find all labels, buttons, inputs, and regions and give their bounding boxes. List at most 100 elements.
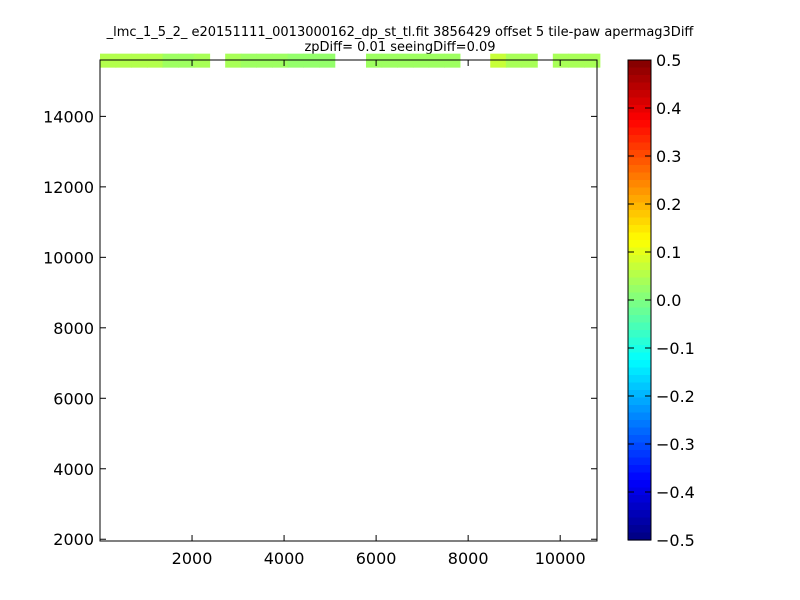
colorbar-tick-label: 0.0 (656, 291, 681, 310)
x-tick-label: 6000 (356, 549, 397, 568)
colorbar-band (628, 367, 651, 376)
colorbar-tick-label: 0.4 (656, 99, 681, 118)
y-tick-label: 4000 (53, 460, 94, 479)
colorbar-tick-label: −0.1 (656, 339, 695, 358)
heatmap-cell (272, 53, 289, 68)
heatmap-cell (505, 53, 523, 68)
colorbar-band (628, 67, 651, 76)
y-tick-label: 6000 (53, 389, 94, 408)
colorbar-band (628, 525, 651, 534)
colorbar-band (628, 210, 651, 219)
colorbar-band (628, 330, 651, 339)
x-tick-label: 2000 (172, 549, 213, 568)
colorbar-band (628, 510, 651, 519)
colorbar-band (628, 247, 651, 256)
colorbar-band (628, 187, 651, 196)
colorbar-tick-label: −0.4 (656, 483, 695, 502)
heatmap-cell (100, 53, 117, 68)
y-tick-label: 12000 (43, 178, 94, 197)
colorbar-band (628, 285, 651, 294)
colorbar-band (628, 180, 651, 189)
colorbar-band (628, 225, 651, 234)
heatmap-cell (319, 53, 336, 68)
colorbar-band (628, 322, 651, 331)
colorbar-band (628, 270, 651, 279)
heatmap-cell (521, 53, 538, 68)
colorbar-tick-label: 0.3 (656, 147, 681, 166)
colorbar-tick-label: −0.2 (656, 387, 695, 406)
x-tick-label: 4000 (264, 549, 305, 568)
colorbar-band (628, 360, 651, 369)
colorbar-band (628, 60, 651, 69)
colorbar-band (628, 90, 651, 99)
colorbar-band (628, 142, 651, 151)
colorbar-band (628, 352, 651, 361)
colorbar-band (628, 307, 651, 316)
colorbar-band (628, 120, 651, 129)
heatmap-cell (381, 53, 398, 68)
colorbar: 0.5 0.4 0.3 0.2 0.1 0.0 −0.1 −0.2 −0.3 −0.4 −0.5 (627, 51, 695, 550)
heatmap-cell (303, 53, 320, 68)
colorbar-band (628, 202, 651, 211)
colorbar-tick-label: 0.1 (656, 243, 681, 262)
colorbar-band (628, 150, 651, 159)
colorbar-band (628, 450, 651, 459)
heatmap-cell (162, 53, 179, 68)
colorbar-band (628, 487, 651, 496)
colorbar-band (628, 105, 651, 114)
colorbar-band (628, 517, 651, 526)
heatmap-cell (131, 53, 148, 68)
heatmap-cell (584, 53, 601, 68)
heatmap-cell (178, 53, 195, 68)
colorbar-band (628, 435, 651, 444)
colorbar-band (628, 442, 651, 451)
colorbar-band (628, 75, 651, 84)
colorbar-band (628, 157, 651, 166)
heatmap-cell (365, 53, 383, 68)
colorbar-band (628, 315, 651, 324)
colorbar-band (628, 532, 651, 541)
colorbar-band (628, 472, 651, 481)
colorbar-tick-label: −0.3 (656, 435, 695, 454)
colorbar-band (628, 165, 651, 174)
colorbar-band (628, 457, 651, 466)
colorbar-band (628, 495, 651, 504)
colorbar-band (628, 502, 651, 511)
heatmap-cell (225, 53, 242, 68)
colorbar-band (628, 172, 651, 181)
colorbar-band (628, 97, 651, 106)
colorbar-band (628, 390, 651, 399)
chart-title-line-1: _lmc_1_5_2_ e20151111_0013000162_dp_st_t… (106, 25, 694, 40)
heatmap-cell (428, 53, 445, 68)
colorbar-band (628, 337, 651, 346)
heatmap-cell (193, 53, 211, 68)
colorbar-tick-label: 0.5 (656, 51, 681, 70)
colorbar-band (628, 465, 651, 474)
plot-axes: 2000 4000 6000 8000 10000 2000 4000 6000 8000 100… (43, 59, 598, 568)
y-tick-label: 10000 (43, 248, 94, 267)
y-tick-label: 2000 (53, 530, 94, 549)
colorbar-band (628, 420, 651, 429)
heatmap-cell (568, 53, 585, 68)
colorbar-band (628, 232, 651, 241)
colorbar-tick-label: 0.2 (656, 195, 681, 214)
colorbar-band (628, 112, 651, 121)
heatmap-cell (115, 53, 132, 68)
colorbar-band (628, 135, 651, 144)
plot-area (100, 53, 601, 68)
heatmap-cell (397, 53, 414, 68)
colorbar-band (628, 405, 651, 414)
colorbar-band (628, 240, 651, 249)
colorbar-band (628, 412, 651, 421)
colorbar-band (628, 397, 651, 406)
colorbar-band (628, 382, 651, 391)
x-tick-label: 8000 (448, 549, 489, 568)
colorbar-band (628, 217, 651, 226)
colorbar-band (628, 480, 651, 489)
y-tick-label: 14000 (43, 107, 94, 126)
colorbar-band (628, 345, 651, 354)
x-tick-label: 10000 (535, 549, 586, 568)
heatmap-cell (490, 53, 507, 68)
colorbar-band (628, 195, 651, 204)
